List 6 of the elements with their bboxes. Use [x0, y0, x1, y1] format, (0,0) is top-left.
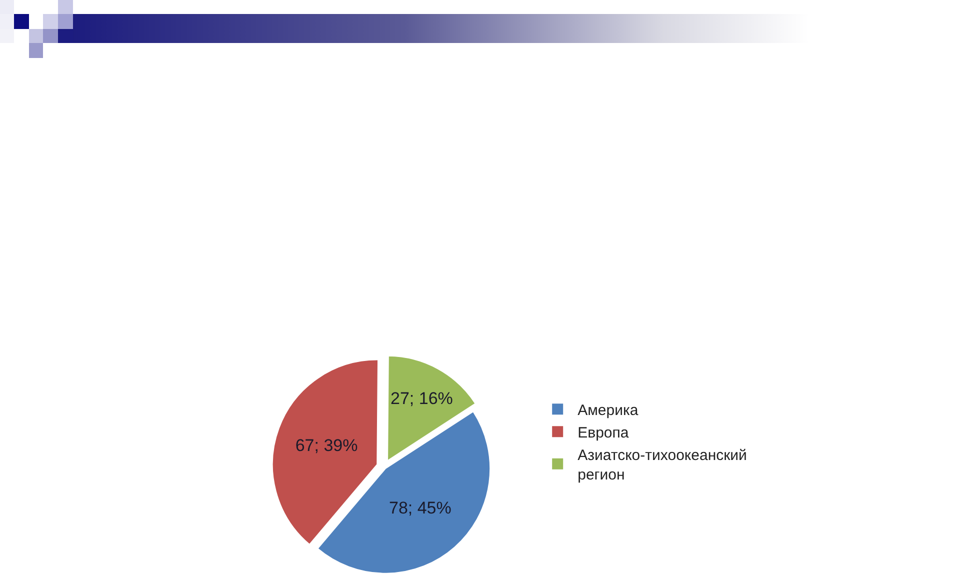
data-label: 67; 39% — [295, 436, 358, 456]
legend-label: Европа — [578, 424, 630, 442]
legend-label: Америка — [578, 402, 639, 419]
data-label: 27; 16% — [390, 388, 453, 408]
data-label: 78; 45% — [388, 498, 452, 518]
legend-label: Азиатско-тихоокеанский регион — [578, 446, 747, 484]
